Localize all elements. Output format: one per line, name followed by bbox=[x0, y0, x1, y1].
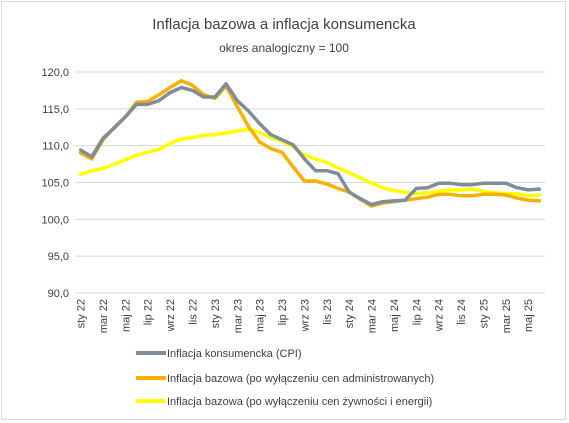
x-tick-label: sty 25 bbox=[478, 299, 490, 328]
x-tick-label: sty 22 bbox=[76, 299, 88, 328]
x-tick-label: lip 23 bbox=[277, 299, 289, 325]
x-tick-label: lip 24 bbox=[411, 299, 423, 325]
y-tick-label: 110,0 bbox=[42, 141, 69, 153]
legend: Inflacja konsumencka (CPI) Inflacja bazow… bbox=[136, 348, 434, 408]
x-tick-label: lis 22 bbox=[188, 299, 200, 325]
x-tick-label: maj 25 bbox=[523, 299, 535, 332]
series-line-1 bbox=[78, 79, 542, 208]
x-tick-label: wrz 22 bbox=[165, 299, 177, 332]
x-tick-label: mar 25 bbox=[501, 299, 513, 333]
series-line-2 bbox=[78, 127, 542, 198]
x-tick-label: wrz 23 bbox=[299, 299, 311, 332]
x-tick-label: maj 24 bbox=[389, 299, 401, 332]
y-tick-label: 90,0 bbox=[48, 288, 69, 300]
x-tick-label: lis 24 bbox=[456, 299, 468, 325]
x-tick-label: sty 24 bbox=[344, 299, 356, 328]
x-tick-label: lis 23 bbox=[322, 299, 334, 325]
y-tick-label: 120,0 bbox=[41, 67, 69, 79]
chart-subtitle: okres analogiczny = 100 bbox=[219, 41, 349, 55]
chart-title: Inflacja bazowa a inflacja konsumencka bbox=[152, 16, 416, 33]
y-tick-label: 115,0 bbox=[42, 104, 69, 116]
x-tick-label: mar 22 bbox=[98, 299, 110, 333]
y-tick-label: 105,0 bbox=[41, 178, 69, 190]
legend-label-1: Inflacja bazowa (po wyłączeniu cen admin… bbox=[167, 373, 434, 385]
x-tick-label: maj 22 bbox=[120, 299, 132, 332]
series-lines bbox=[78, 79, 542, 208]
x-tick-label: wrz 24 bbox=[434, 299, 446, 332]
x-tick-label: sty 23 bbox=[210, 299, 222, 328]
x-tick-label: mar 24 bbox=[367, 299, 379, 333]
x-axis-ticks: sty 22 mar 22 maj 22 lip 22 wrz 22 lis 22 sty … bbox=[76, 299, 536, 333]
x-tick-label: mar 23 bbox=[232, 299, 244, 333]
y-tick-label: 95,0 bbox=[48, 251, 69, 263]
y-tick-label: 100,0 bbox=[41, 214, 69, 226]
series-line-0 bbox=[78, 82, 542, 207]
x-tick-label: lip 22 bbox=[143, 299, 155, 325]
gridlines bbox=[75, 71, 545, 294]
x-tick-label: maj 23 bbox=[255, 299, 267, 332]
legend-label-2: Inflacja bazowa (po wyłączeniu cen żywno… bbox=[167, 396, 432, 408]
y-axis-ticks: 90,0 95,0 100,0 105,0 110,0 115,0 120,0 bbox=[41, 67, 69, 300]
legend-label-0: Inflacja konsumencka (CPI) bbox=[167, 348, 302, 360]
